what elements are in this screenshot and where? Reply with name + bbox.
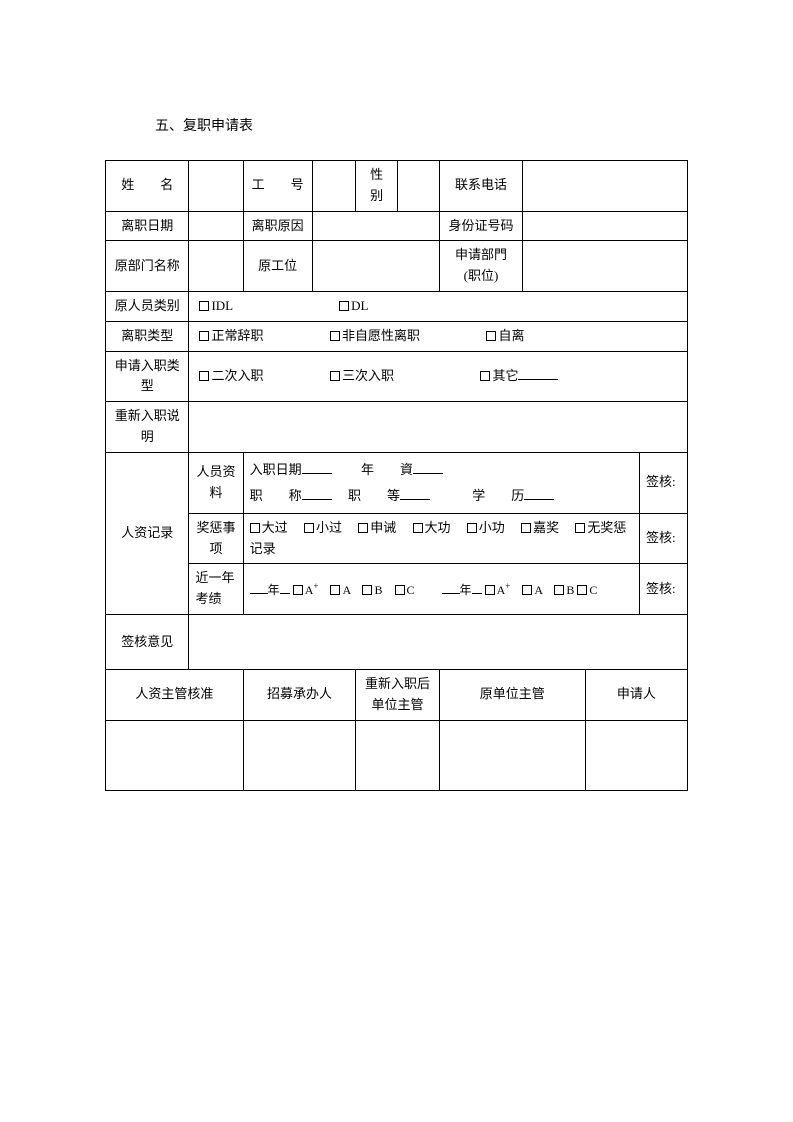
value-empno[interactable] xyxy=(312,161,356,212)
label-phone: 联系电话 xyxy=(439,161,522,212)
sign-reward[interactable]: 签核: xyxy=(639,513,687,564)
label-reward: 奖惩事项 xyxy=(189,513,243,564)
checkbox-icon[interactable] xyxy=(330,585,340,595)
reward-content[interactable]: 大过 小过 申诫 大功 小功 嘉奖 无奖惩记录 xyxy=(243,513,639,564)
sig-recruit[interactable] xyxy=(243,720,356,790)
label-leave-type: 离职类型 xyxy=(106,321,189,351)
apply-type-options[interactable]: 二次入职 三次入职 其它 xyxy=(189,351,688,402)
sig-origdept[interactable] xyxy=(439,720,585,790)
leave-type-options[interactable]: 正常辞职 非自愿性离职 自离 xyxy=(189,321,688,351)
label-approval-recruit: 招募承办人 xyxy=(243,669,356,720)
label-apply-type: 申请入职类型 xyxy=(106,351,189,402)
checkbox-icon[interactable] xyxy=(199,371,209,381)
value-sign-opinion[interactable] xyxy=(189,614,688,669)
value-orig-dept[interactable] xyxy=(189,241,243,292)
form-table: 姓 名 工 号 性 别 联系电话 离职日期 离职原因 身份证号码 原部门名称 原… xyxy=(105,160,688,791)
checkbox-icon[interactable] xyxy=(330,371,340,381)
label-approval-newdept: 重新入职后单位主管 xyxy=(356,669,439,720)
value-gender[interactable] xyxy=(398,161,440,212)
sig-newdept[interactable] xyxy=(356,720,439,790)
checkbox-icon[interactable] xyxy=(293,585,303,595)
label-id: 身份证号码 xyxy=(439,211,522,241)
sign-profile[interactable]: 签核: xyxy=(639,452,687,513)
value-apply-dept[interactable] xyxy=(523,241,688,292)
label-leave-date: 离职日期 xyxy=(106,211,189,241)
label-name: 姓 名 xyxy=(106,161,189,212)
value-rehire-desc[interactable] xyxy=(189,402,688,453)
checkbox-icon[interactable] xyxy=(339,301,349,311)
value-id[interactable] xyxy=(523,211,688,241)
label-personnel-type: 原人员类别 xyxy=(106,291,189,321)
sig-hr[interactable] xyxy=(106,720,244,790)
checkbox-icon[interactable] xyxy=(395,585,405,595)
perf-content[interactable]: 年 A+ A B C 年 A+ A B C xyxy=(243,564,639,615)
label-rehire-desc: 重新入职说明 xyxy=(106,402,189,453)
label-orig-pos: 原工位 xyxy=(243,241,312,292)
label-sign-opinion: 签核意见 xyxy=(106,614,189,669)
checkbox-icon[interactable] xyxy=(577,585,587,595)
personnel-type-options[interactable]: IDL DL xyxy=(189,291,688,321)
label-apply-dept: 申请部門 (职位) xyxy=(439,241,522,292)
checkbox-icon[interactable] xyxy=(467,523,477,533)
checkbox-icon[interactable] xyxy=(486,331,496,341)
label-hr-record: 人资记录 xyxy=(106,452,189,614)
checkbox-icon[interactable] xyxy=(480,371,490,381)
sig-applicant[interactable] xyxy=(585,720,687,790)
checkbox-icon[interactable] xyxy=(199,301,209,311)
label-approval-hr: 人资主管核准 xyxy=(106,669,244,720)
label-gender: 性 别 xyxy=(356,161,398,212)
value-name[interactable] xyxy=(189,161,243,212)
label-profile: 人员资料 xyxy=(189,452,243,513)
profile-content[interactable]: 入职日期 年 資 职 称 职 等 学 历 xyxy=(243,452,639,513)
checkbox-icon[interactable] xyxy=(304,523,314,533)
sign-perf[interactable]: 签核: xyxy=(639,564,687,615)
value-phone[interactable] xyxy=(523,161,688,212)
checkbox-icon[interactable] xyxy=(413,523,423,533)
value-orig-pos[interactable] xyxy=(312,241,439,292)
checkbox-icon[interactable] xyxy=(522,585,532,595)
label-perf: 近一年考绩 xyxy=(189,564,243,615)
checkbox-icon[interactable] xyxy=(362,585,372,595)
value-leave-reason[interactable] xyxy=(312,211,439,241)
checkbox-icon[interactable] xyxy=(554,585,564,595)
checkbox-icon[interactable] xyxy=(330,331,340,341)
label-empno: 工 号 xyxy=(243,161,312,212)
checkbox-icon[interactable] xyxy=(358,523,368,533)
checkbox-icon[interactable] xyxy=(485,585,495,595)
label-orig-dept: 原部门名称 xyxy=(106,241,189,292)
value-leave-date[interactable] xyxy=(189,211,243,241)
label-approval-applicant: 申请人 xyxy=(585,669,687,720)
checkbox-icon[interactable] xyxy=(199,331,209,341)
label-approval-origdept: 原单位主管 xyxy=(439,669,585,720)
form-title: 五、复职申请表 xyxy=(155,115,688,135)
checkbox-icon[interactable] xyxy=(575,523,585,533)
checkbox-icon[interactable] xyxy=(521,523,531,533)
checkbox-icon[interactable] xyxy=(250,523,260,533)
label-leave-reason: 离职原因 xyxy=(243,211,312,241)
